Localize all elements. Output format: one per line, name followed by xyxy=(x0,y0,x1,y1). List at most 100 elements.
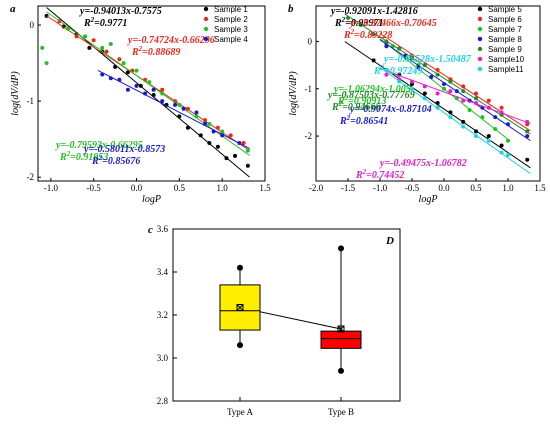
data-point xyxy=(384,39,389,44)
fit-r2: R2=0.86541 xyxy=(339,114,388,127)
x-tick-label: 1.5 xyxy=(534,183,546,193)
plot-frame xyxy=(315,5,541,182)
fit-r2: R2=0.94666 xyxy=(331,100,380,113)
y-tick-label: 3.2 xyxy=(157,310,168,320)
fit-r2: R2=0.93971 xyxy=(334,16,383,29)
data-point xyxy=(506,122,510,127)
data-point xyxy=(442,86,446,91)
r2-sup: 2 xyxy=(138,45,143,53)
data-point xyxy=(525,119,530,124)
data-point xyxy=(108,42,113,47)
data-point xyxy=(525,129,530,134)
r2-value: =0.90913 xyxy=(348,96,386,107)
fit-r2: R2=0.90913 xyxy=(337,94,386,107)
fit-equation: y=-0.87503x-0.77769 xyxy=(327,90,415,101)
series-sample11 xyxy=(379,67,531,175)
data-point xyxy=(211,129,216,134)
fit-line xyxy=(97,69,250,149)
fit-r2: R2=0.91953 xyxy=(59,150,108,163)
legend-label: Sample 1 xyxy=(214,5,248,14)
fit-r2: R2=0.89228 xyxy=(343,28,392,41)
data-point xyxy=(506,138,510,143)
r2-value: =0.9771 xyxy=(94,18,127,29)
r2-sup: 2 xyxy=(98,154,103,162)
data-point xyxy=(474,96,478,101)
legend-label: Sample10 xyxy=(488,55,525,64)
data-point xyxy=(371,32,376,37)
data-point xyxy=(194,110,199,115)
data-point xyxy=(448,89,453,94)
data-point xyxy=(125,87,130,92)
data-point xyxy=(245,148,250,153)
legend-marker xyxy=(477,46,483,52)
legend-label: Sample 7 xyxy=(488,25,522,34)
x-tick-label: -1.5 xyxy=(341,183,356,193)
series-sample-1 xyxy=(44,7,250,178)
r2-prefix: R xyxy=(131,47,139,58)
legend-marker xyxy=(477,16,483,22)
legend-marker xyxy=(203,16,209,22)
data-point xyxy=(499,150,504,155)
data-point xyxy=(410,79,414,84)
data-point xyxy=(198,133,203,138)
legend-marker xyxy=(477,36,483,42)
data-point xyxy=(220,129,225,134)
series-sample-4 xyxy=(97,69,250,149)
data-point xyxy=(486,98,491,103)
data-point xyxy=(448,110,453,115)
panel-a: -1.0 -0.5 0.0 0.5 1.0 1.5 0 -1 -2 logP log(dV/dP) a… xyxy=(10,3,271,205)
r2-value: =0.86541 xyxy=(350,116,388,127)
y-tick-label: 0 xyxy=(308,36,313,46)
legend-label: Sample11 xyxy=(488,65,524,74)
r2-prefix: R xyxy=(331,102,339,113)
data-point xyxy=(397,46,402,51)
data-point xyxy=(493,126,498,131)
r2-prefix: R xyxy=(83,18,91,29)
data-point xyxy=(100,72,105,77)
fit-equation: y=-0.9074x-0.87104 xyxy=(349,104,432,115)
data-point xyxy=(499,110,504,115)
data-point xyxy=(194,114,199,119)
fit-equation: y=-0.87466x-0.70645 xyxy=(349,18,437,29)
plot-area xyxy=(344,13,531,175)
panel-letter: a xyxy=(10,3,16,15)
whisker-low-point xyxy=(338,367,344,374)
r2-value: =0.88689 xyxy=(142,47,180,58)
data-point xyxy=(397,79,402,84)
data-point xyxy=(117,77,122,82)
data-point xyxy=(525,157,530,162)
data-point xyxy=(138,83,143,88)
data-point xyxy=(384,67,389,72)
fit-equation: y=-0.79593x-0.66295 xyxy=(55,140,143,151)
legend-label: Sample 6 xyxy=(488,15,522,24)
r2-value: =0.89228 xyxy=(354,30,392,41)
r2-sup: 2 xyxy=(338,100,343,108)
data-point xyxy=(461,98,466,103)
data-point xyxy=(506,152,510,157)
y-tick-label: 3.6 xyxy=(157,224,169,234)
series-sample-9 xyxy=(344,13,531,135)
data-point xyxy=(181,106,186,111)
fit-equation: y=-0.92091x-1.42816 xyxy=(330,6,418,17)
mean-marker-cross xyxy=(337,325,345,333)
x-tick-label: -2.0 xyxy=(309,183,324,193)
legend-marker xyxy=(477,26,483,32)
x-tick-label: 0.0 xyxy=(438,183,450,193)
whisker-low-point xyxy=(237,342,243,349)
data-point xyxy=(173,102,178,107)
r2-prefix: R xyxy=(91,156,99,167)
data-point xyxy=(410,56,414,61)
y-tick-label: 0 xyxy=(30,20,35,30)
data-point xyxy=(203,118,208,123)
data-point xyxy=(185,125,190,130)
mean-marker-cross xyxy=(236,304,244,311)
data-point xyxy=(474,91,478,96)
r2-sup: 2 xyxy=(350,28,355,36)
x-tick-label: Type A xyxy=(227,407,254,417)
data-point xyxy=(461,119,466,124)
r2-sup: 2 xyxy=(66,150,71,158)
legend-label: Sample 9 xyxy=(488,45,522,54)
data-point xyxy=(207,121,212,126)
fit-r2: R2=0.9771 xyxy=(83,16,127,29)
